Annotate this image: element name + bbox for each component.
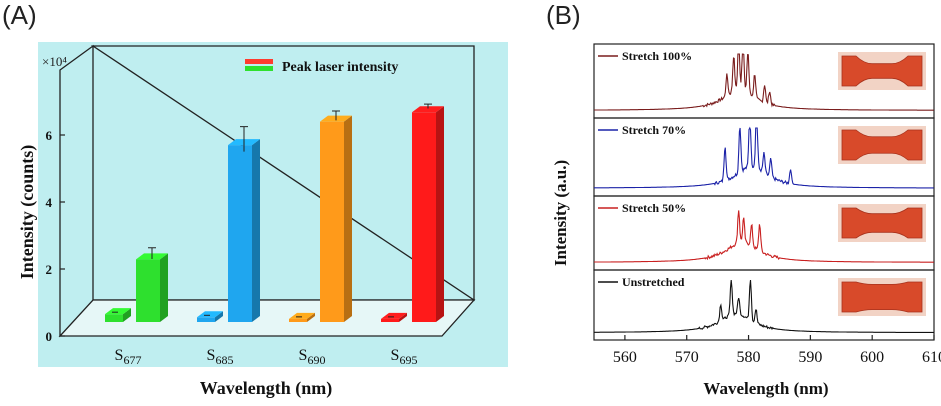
spectra-panel: Stretch 100% Stretch 70% Stretch 50% Unstre… (551, 43, 941, 398)
x-tick-label-b-570: 570 (675, 349, 699, 366)
legend-label-0: Stretch 100% (622, 49, 692, 63)
baseline-bar-0-side (123, 308, 131, 322)
spectrum-line-1 (594, 126, 934, 189)
bars (105, 103, 444, 323)
bar-0 (136, 253, 168, 322)
x-axis-label-b: Wavelength (nm) (703, 379, 828, 398)
spectrum-0: Stretch 100% (593, 43, 935, 119)
photo-sample-0 (841, 55, 923, 87)
baseline-bar-0 (105, 308, 131, 322)
spectrum-frame-3 (593, 269, 935, 341)
legend-swatch-red (245, 59, 273, 64)
sample-photo-0 (838, 52, 926, 90)
baseline-bar-0-top (105, 308, 131, 315)
photo-sample-2 (841, 207, 923, 239)
photo-sample-1 (841, 129, 923, 161)
baseline-bar-0-front (105, 314, 123, 322)
spectrum-line-2 (594, 210, 934, 263)
legend-swatch-green (245, 66, 273, 71)
x-tick-label-0: S677 (115, 347, 142, 367)
baseline-bar-2-side (307, 312, 315, 322)
bar-1 (228, 139, 260, 322)
bar-2-front (320, 121, 344, 323)
legend-label-2: Stretch 50% (622, 201, 686, 215)
spectra-stack: Stretch 100% Stretch 70% Stretch 50% Unstre… (593, 43, 935, 341)
bar-0-front (136, 259, 160, 322)
bar-1-side (252, 139, 260, 322)
baseline-bar-3 (381, 312, 407, 322)
x-tick-label-2: S690 (299, 347, 326, 367)
panel-b-label: (B) (546, 0, 581, 30)
baseline-bar-3-side (399, 312, 407, 322)
spectrum-3: Unstretched (593, 269, 935, 341)
y-axis-label: Intensity (counts) (17, 145, 38, 280)
baseline-bar-2 (289, 312, 315, 322)
bar-3-front (412, 112, 436, 322)
baseline-bar-1 (197, 311, 223, 322)
x-tick-label-b-580: 580 (737, 349, 761, 366)
x-tick-label-b-560: 560 (613, 349, 637, 366)
x-axis-label: Wavelength (nm) (200, 378, 333, 399)
baseline-bar-1-side (215, 311, 223, 322)
baseline-bar-2-front (289, 318, 307, 322)
x-tick-label-3: S695 (391, 347, 418, 367)
photo-sample-3 (841, 281, 923, 313)
bar-1-front (228, 145, 252, 322)
bar-2 (320, 115, 352, 323)
bar-2-side (344, 115, 352, 323)
spectrum-2: Stretch 50% (593, 195, 935, 271)
y-multiplier: ×10⁴ (42, 54, 67, 69)
x-tick-label-b-610: 610 (922, 349, 941, 366)
spectrum-line-0 (594, 53, 934, 111)
x-tick-label-b-600: 600 (860, 349, 884, 366)
bar-3 (412, 106, 444, 322)
y-tick-label-2: 2 (46, 262, 53, 277)
sample-photo-1 (838, 126, 926, 164)
spectrum-line-3 (594, 279, 934, 334)
bar-3-top (412, 106, 444, 113)
y-axis-label-b: Intensity (a.u.) (551, 160, 570, 266)
x-axis-ticks: S677 S685 S690 S695 (115, 347, 418, 367)
sample-photo-3 (838, 278, 926, 316)
back-wall (90, 45, 475, 302)
spectrum-1: Stretch 70% (593, 117, 935, 197)
baseline-bar-2-top (289, 312, 315, 319)
legend: Peak laser intensity (245, 59, 398, 75)
y-axis-ticks: 0 2 4 6 (46, 128, 65, 344)
bar-chart-panel: 0 2 4 6 S677 S685 S690 S695 ×10⁴ Peak laser in… (17, 42, 508, 399)
legend-label-3: Unstretched (622, 275, 685, 289)
baseline-bar-1-top (197, 311, 223, 318)
bar-3-side (436, 106, 444, 322)
y-tick-label-0: 0 (46, 329, 53, 344)
legend-label: Peak laser intensity (282, 60, 398, 75)
baseline-bar-3-top (381, 312, 407, 319)
x-axis-ticks-b: 560 570 580 590 600 610 (613, 335, 941, 366)
panel-a-label: (A) (2, 0, 37, 30)
y-tick-label-6: 6 (46, 128, 53, 143)
bar-0-side (160, 253, 168, 322)
baseline-bar-3-front (381, 318, 399, 322)
baseline-bar-1-front (197, 317, 215, 322)
y-tick-label-4: 4 (46, 195, 53, 210)
legend-label-1: Stretch 70% (622, 123, 686, 137)
x-tick-label-b-590: 590 (798, 349, 822, 366)
sample-photo-2 (838, 204, 926, 242)
x-tick-label-1: S685 (207, 347, 234, 367)
